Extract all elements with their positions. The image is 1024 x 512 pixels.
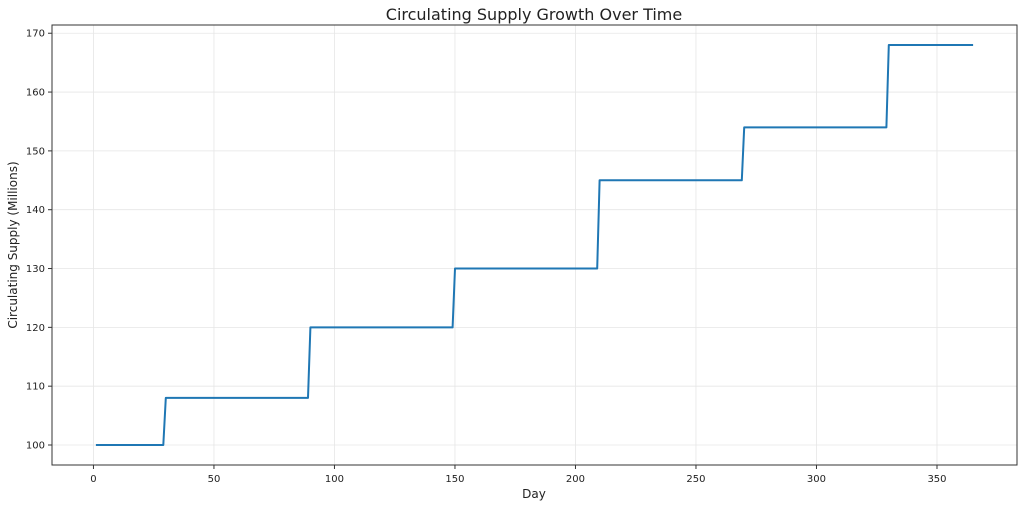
y-tick-label: 150: [26, 146, 45, 157]
x-tick-label: 100: [325, 474, 344, 485]
y-tick-label: 160: [26, 88, 45, 99]
y-tick-label: 120: [26, 323, 45, 334]
x-tick-label: 50: [208, 474, 221, 485]
chart-title: Circulating Supply Growth Over Time: [386, 5, 682, 24]
plot-frame: [51, 24, 1018, 466]
y-tick-label: 110: [26, 382, 45, 393]
supply-line: [95, 44, 974, 446]
x-tick-label: 0: [90, 474, 96, 485]
series-layer: [95, 44, 974, 446]
y-tick-label: 100: [26, 441, 45, 452]
x-tick-label: 200: [566, 474, 585, 485]
x-tick-label: 350: [927, 474, 946, 485]
x-axis-label: Day: [522, 487, 546, 501]
x-tick-label: 150: [445, 474, 464, 485]
y-axis-label: Circulating Supply (Millions): [6, 161, 20, 328]
x-tick-label: 250: [686, 474, 705, 485]
y-tick-label: 130: [26, 264, 45, 275]
y-tick-label: 140: [26, 205, 45, 216]
x-tick-label: 300: [807, 474, 826, 485]
y-axis: 100 110 120 130 140 150 160 170: [26, 29, 52, 452]
y-tick-label: 170: [26, 29, 45, 40]
x-axis: 0 50 100 150 200 250 300 350: [90, 465, 947, 485]
grid: [52, 25, 1017, 465]
